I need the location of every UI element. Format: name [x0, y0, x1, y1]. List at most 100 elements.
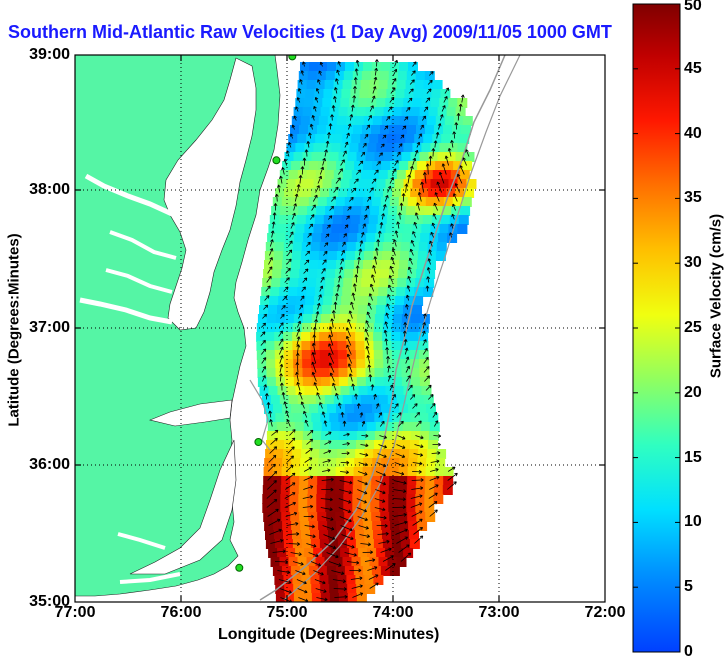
- velocity-cell: [347, 539, 357, 549]
- velocity-cell: [350, 296, 360, 306]
- velocity-cell: [349, 224, 359, 234]
- velocity-cell: [275, 242, 285, 252]
- velocity-cell: [266, 350, 276, 360]
- velocity-cell: [322, 224, 332, 234]
- velocity-cell: [266, 539, 276, 549]
- velocity-cell: [430, 98, 440, 108]
- velocity-cell: [431, 89, 441, 99]
- velocity-cell: [281, 512, 291, 522]
- velocity-cell: [308, 71, 318, 81]
- velocity-cell: [373, 530, 383, 540]
- velocity-cell: [303, 152, 313, 162]
- velocity-cell: [361, 278, 371, 288]
- y-tick-label: 36:00: [22, 456, 70, 474]
- velocity-cell: [312, 152, 322, 162]
- velocity-cell: [393, 314, 403, 324]
- velocity-cell: [426, 458, 436, 468]
- velocity-cell: [372, 260, 382, 270]
- velocity-cell: [270, 287, 280, 297]
- velocity-cell: [263, 476, 273, 486]
- velocity-cell: [397, 278, 407, 288]
- velocity-cell: [420, 233, 430, 243]
- velocity-cell: [266, 359, 276, 369]
- velocity-cell: [410, 359, 420, 369]
- velocity-cell: [395, 89, 405, 99]
- velocity-cell: [382, 251, 392, 261]
- velocity-cell: [362, 125, 372, 135]
- velocity-cell: [353, 125, 363, 135]
- velocity-cell: [361, 395, 371, 405]
- velocity-cell: [424, 494, 434, 504]
- velocity-cell: [417, 161, 427, 171]
- velocity-cell: [408, 161, 418, 171]
- velocity-cell: [333, 215, 343, 225]
- velocity-cell: [309, 161, 319, 171]
- velocity-cell: [265, 341, 275, 351]
- velocity-cell: [445, 116, 455, 126]
- velocity-cell: [368, 89, 378, 99]
- velocity-cell: [373, 116, 383, 126]
- velocity-cell: [411, 107, 421, 117]
- velocity-cell: [354, 566, 364, 576]
- velocity-cell: [310, 251, 320, 261]
- velocity-cell: [326, 269, 336, 279]
- velocity-cell: [348, 152, 358, 162]
- velocity-cell: [295, 305, 305, 315]
- velocity-cell: [442, 170, 452, 180]
- velocity-cell: [427, 449, 437, 459]
- velocity-cell: [390, 197, 400, 207]
- velocity-cell: [304, 98, 314, 108]
- velocity-cell: [300, 161, 310, 171]
- velocity-cell: [400, 251, 410, 261]
- velocity-cell: [317, 125, 327, 135]
- velocity-cell: [313, 305, 323, 315]
- velocity-cell: [321, 377, 331, 387]
- velocity-cell: [333, 134, 343, 144]
- velocity-cell: [285, 368, 295, 378]
- velocity-cell: [299, 485, 309, 495]
- velocity-cell: [379, 170, 389, 180]
- velocity-cell: [415, 503, 425, 513]
- velocity-cell: [415, 80, 425, 90]
- velocity-cell: [407, 485, 417, 495]
- velocity-cell: [338, 413, 348, 423]
- velocity-cell: [399, 161, 409, 171]
- velocity-cell: [289, 170, 299, 180]
- velocity-cell: [360, 287, 370, 297]
- velocity-cell: [307, 170, 317, 180]
- velocity-cell: [343, 278, 353, 288]
- x-tick-label: 76:00: [161, 604, 202, 622]
- velocity-cell: [341, 386, 351, 396]
- velocity-cell: [321, 431, 331, 441]
- velocity-cell: [292, 251, 302, 261]
- velocity-cell: [364, 341, 374, 351]
- velocity-cell: [319, 332, 329, 342]
- velocity-cell: [356, 188, 366, 198]
- velocity-cell: [372, 197, 382, 207]
- velocity-cell: [293, 413, 303, 423]
- velocity-cell: [384, 152, 394, 162]
- velocity-cell: [295, 143, 305, 153]
- velocity-cell: [359, 179, 369, 189]
- velocity-cell: [378, 287, 388, 297]
- velocity-cell: [263, 269, 273, 279]
- velocity-cell: [400, 116, 410, 126]
- velocity-cell: [365, 350, 375, 360]
- velocity-cell: [313, 143, 323, 153]
- velocity-cell: [294, 431, 304, 441]
- velocity-cell: [293, 440, 303, 450]
- velocity-cell: [336, 566, 346, 576]
- velocity-cell: [321, 368, 331, 378]
- velocity-cell: [324, 287, 334, 297]
- velocity-cell: [419, 242, 429, 252]
- velocity-cell: [425, 476, 435, 486]
- velocity-cell: [356, 350, 366, 360]
- velocity-cell: [351, 134, 361, 144]
- velocity-cell: [301, 332, 311, 342]
- velocity-cell: [439, 224, 449, 234]
- velocity-cell: [329, 242, 339, 252]
- velocity-cell: [402, 233, 412, 243]
- velocity-cell: [305, 89, 315, 99]
- velocity-cell: [397, 170, 407, 180]
- velocity-cell: [401, 242, 411, 252]
